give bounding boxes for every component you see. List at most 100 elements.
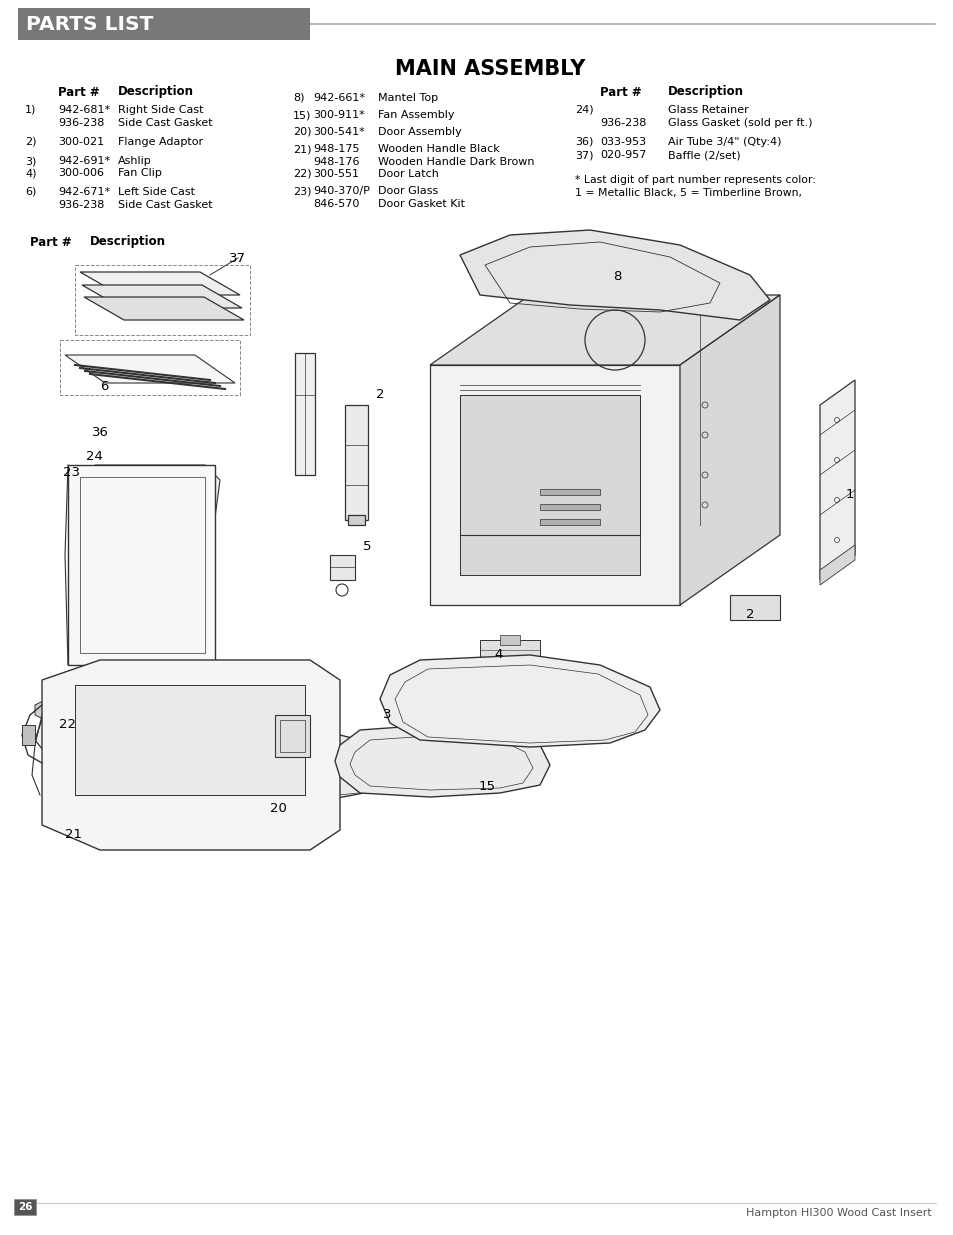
Polygon shape	[274, 715, 310, 757]
Polygon shape	[430, 366, 679, 605]
Polygon shape	[68, 466, 214, 664]
Text: Ashlip: Ashlip	[118, 156, 152, 165]
Text: 936-238: 936-238	[58, 200, 104, 210]
Text: 300-911*: 300-911*	[313, 110, 364, 120]
Text: 020-957: 020-957	[599, 149, 646, 161]
Text: 8): 8)	[293, 93, 304, 103]
Polygon shape	[430, 295, 780, 366]
Text: Fan Assembly: Fan Assembly	[377, 110, 454, 120]
Polygon shape	[248, 755, 277, 781]
Text: Mantel Top: Mantel Top	[377, 93, 437, 103]
Text: 942-681*: 942-681*	[58, 105, 110, 115]
Text: 942-661*: 942-661*	[313, 93, 365, 103]
Polygon shape	[459, 395, 639, 576]
Text: 20): 20)	[293, 127, 312, 137]
Text: Glass Gasket (sold per ft.): Glass Gasket (sold per ft.)	[667, 119, 812, 128]
Text: Wooden Handle Black: Wooden Handle Black	[377, 144, 499, 154]
Polygon shape	[65, 354, 234, 383]
Polygon shape	[35, 695, 55, 725]
Text: Air Tube 3/4" (Qty:4): Air Tube 3/4" (Qty:4)	[667, 137, 781, 147]
Polygon shape	[539, 519, 599, 525]
Text: 948-175: 948-175	[313, 144, 359, 154]
Text: Door Assembly: Door Assembly	[377, 127, 461, 137]
Text: 24: 24	[86, 451, 102, 463]
Text: 23: 23	[64, 467, 80, 479]
Text: 936-238: 936-238	[599, 119, 646, 128]
Polygon shape	[335, 725, 550, 797]
Text: 3): 3)	[25, 156, 36, 165]
Polygon shape	[330, 555, 355, 580]
Text: 22: 22	[58, 719, 75, 731]
Text: Wooden Handle Dark Brown: Wooden Handle Dark Brown	[377, 157, 534, 167]
Text: Door Latch: Door Latch	[377, 169, 438, 179]
Text: 36): 36)	[575, 137, 593, 147]
Text: 1: 1	[845, 489, 853, 501]
Text: 21): 21)	[293, 144, 312, 154]
Polygon shape	[82, 285, 242, 308]
Text: 23): 23)	[293, 186, 312, 196]
Polygon shape	[80, 466, 220, 555]
Polygon shape	[294, 353, 314, 475]
Text: 15): 15)	[293, 110, 311, 120]
Text: * Last digit of part number represents color:: * Last digit of part number represents c…	[575, 175, 815, 185]
Text: 942-691*: 942-691*	[58, 156, 110, 165]
Polygon shape	[130, 725, 399, 805]
Text: 300-006: 300-006	[58, 168, 104, 178]
Text: Right Side Cast: Right Side Cast	[118, 105, 203, 115]
Polygon shape	[459, 230, 769, 320]
Polygon shape	[820, 545, 854, 585]
Polygon shape	[35, 680, 299, 764]
Text: 22): 22)	[293, 169, 312, 179]
Text: 948-176: 948-176	[313, 157, 359, 167]
Text: Part #: Part #	[58, 85, 99, 99]
Text: Door Gasket Kit: Door Gasket Kit	[377, 199, 464, 209]
Text: 5: 5	[362, 541, 371, 553]
Text: 36: 36	[91, 426, 109, 440]
Text: Part #: Part #	[30, 236, 71, 248]
Text: 300-541*: 300-541*	[313, 127, 364, 137]
Polygon shape	[729, 595, 780, 620]
Text: 033-953: 033-953	[599, 137, 645, 147]
Text: 21: 21	[65, 829, 81, 841]
Text: 300-551: 300-551	[313, 169, 358, 179]
Polygon shape	[379, 655, 659, 747]
Polygon shape	[348, 515, 365, 525]
Text: 15: 15	[478, 781, 495, 794]
Text: Side Cast Gasket: Side Cast Gasket	[118, 200, 213, 210]
Text: 2: 2	[375, 389, 384, 401]
Polygon shape	[75, 685, 305, 795]
Text: 37: 37	[229, 252, 245, 264]
Text: 37): 37)	[575, 149, 593, 161]
Polygon shape	[539, 504, 599, 510]
Text: 1 = Metallic Black, 5 = Timberline Brown,: 1 = Metallic Black, 5 = Timberline Brown…	[575, 188, 801, 198]
Polygon shape	[820, 380, 854, 580]
Text: 300-021: 300-021	[58, 137, 104, 147]
Text: 4): 4)	[25, 168, 36, 178]
Text: 4: 4	[495, 648, 502, 662]
Polygon shape	[42, 659, 339, 850]
Text: 942-671*: 942-671*	[58, 186, 110, 198]
Text: MAIN ASSEMBLY: MAIN ASSEMBLY	[395, 59, 584, 79]
Text: 2: 2	[745, 609, 754, 621]
Polygon shape	[499, 635, 519, 645]
Text: 6: 6	[100, 380, 108, 394]
Polygon shape	[679, 295, 780, 605]
Text: Glass Retainer: Glass Retainer	[667, 105, 748, 115]
Text: Door Glass: Door Glass	[377, 186, 437, 196]
Text: 936-238: 936-238	[58, 119, 104, 128]
Polygon shape	[345, 405, 368, 520]
Polygon shape	[22, 725, 35, 745]
Text: 26: 26	[18, 1202, 32, 1212]
Bar	[14, 1199, 36, 1215]
Text: Side Cast Gasket: Side Cast Gasket	[118, 119, 213, 128]
Text: 24): 24)	[575, 105, 593, 115]
Text: 1): 1)	[25, 105, 36, 115]
Text: Part #: Part #	[599, 85, 641, 99]
Polygon shape	[479, 640, 539, 659]
Text: 3: 3	[382, 709, 391, 721]
Text: Fan Clip: Fan Clip	[118, 168, 162, 178]
Text: 940-370/P: 940-370/P	[313, 186, 370, 196]
Text: Hampton HI300 Wood Cast Insert: Hampton HI300 Wood Cast Insert	[745, 1208, 931, 1218]
Text: 6): 6)	[25, 186, 36, 198]
Text: Description: Description	[667, 85, 743, 99]
